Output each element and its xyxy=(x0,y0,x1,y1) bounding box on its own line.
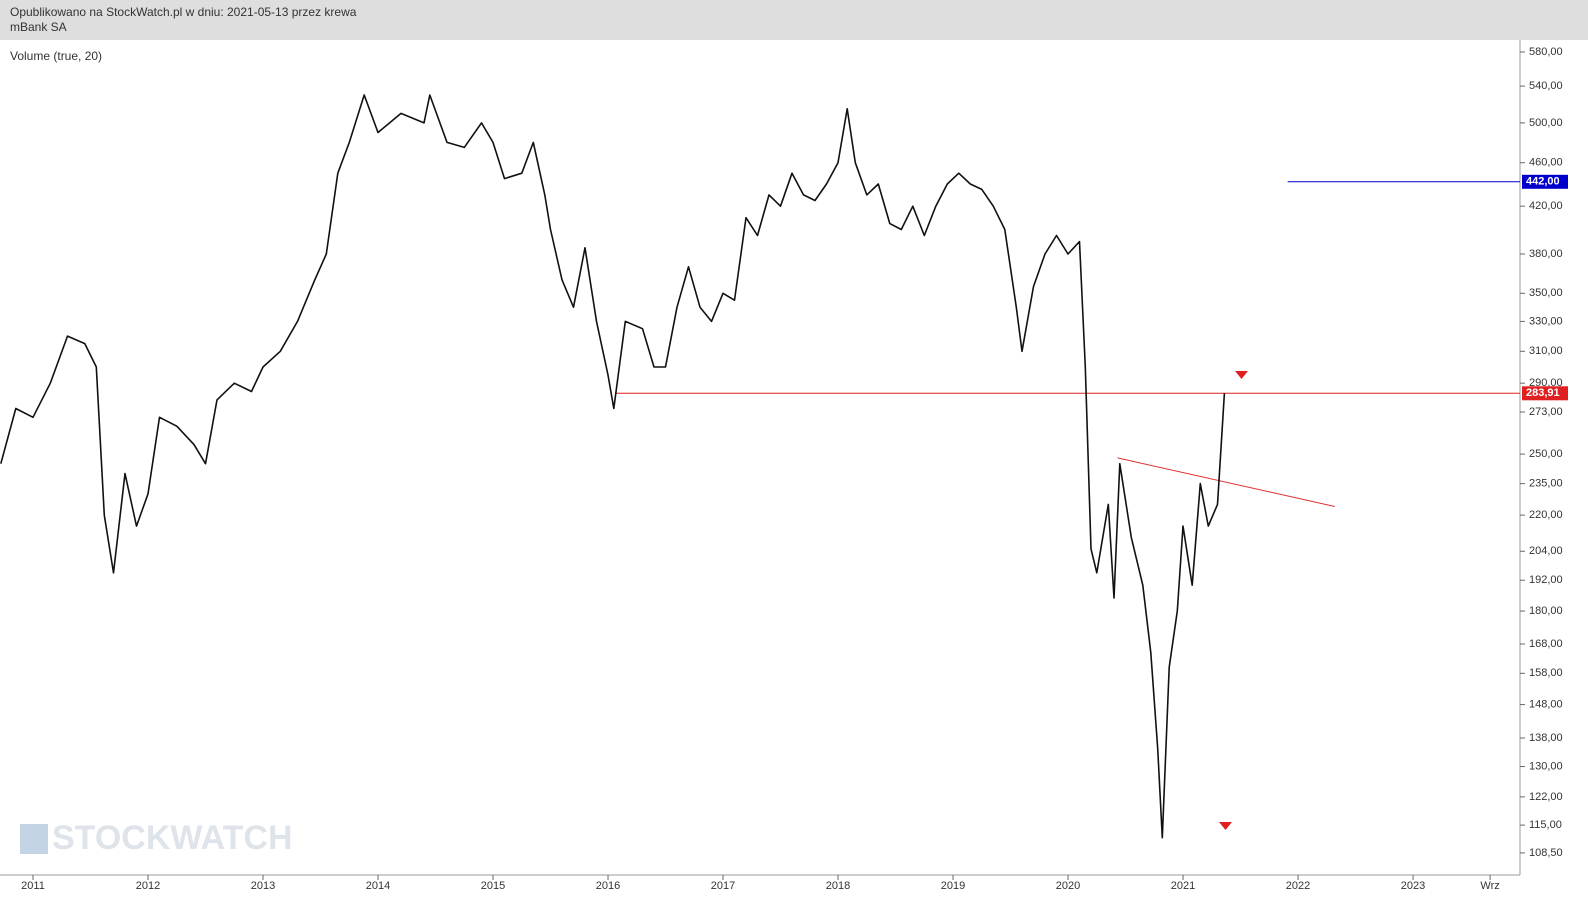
indicator-label: Volume (true, 20) xyxy=(10,49,102,63)
level-box xyxy=(1522,386,1568,401)
trendline xyxy=(1117,457,1335,508)
x-tick-label: 2022 xyxy=(1286,880,1310,892)
x-tick-label: 2018 xyxy=(826,880,850,892)
header-bar xyxy=(0,0,1588,40)
y-tick-label: 158,00 xyxy=(1529,667,1563,679)
header-line: mBank SA xyxy=(10,20,67,34)
y-tick-label: 350,00 xyxy=(1529,287,1563,299)
y-tick-label: 310,00 xyxy=(1529,345,1563,357)
x-tick-label: 2014 xyxy=(366,880,390,892)
y-tick-label: 115,00 xyxy=(1529,819,1562,831)
x-tick-label: 2013 xyxy=(251,880,275,892)
x-tick-label: 2020 xyxy=(1056,880,1080,892)
x-tick-label: 2012 xyxy=(136,880,160,892)
price-line xyxy=(0,94,1226,839)
y-tick-label: 235,00 xyxy=(1529,478,1563,490)
level-label: 442,00 xyxy=(1526,176,1560,188)
x-tick-label: 2016 xyxy=(596,880,620,892)
watermark-icon xyxy=(20,824,48,854)
y-tick-label: 250,00 xyxy=(1529,448,1563,460)
x-tick-label: 2023 xyxy=(1401,880,1425,892)
y-tick-label: 148,00 xyxy=(1529,698,1563,710)
y-tick-label: 130,00 xyxy=(1529,760,1563,772)
level-label: 283,91 xyxy=(1526,387,1560,399)
y-tick-label: 138,00 xyxy=(1529,732,1563,744)
y-tick-label: 500,00 xyxy=(1529,117,1563,129)
y-tick-label: 273,00 xyxy=(1529,406,1563,418)
y-tick-label: 420,00 xyxy=(1529,200,1563,212)
marker xyxy=(1235,371,1248,379)
x-tick-label: 2017 xyxy=(711,880,735,892)
y-tick-label: 168,00 xyxy=(1529,638,1563,650)
watermark: STOCKWATCH xyxy=(52,819,293,857)
y-tick-label: 108,50 xyxy=(1529,847,1563,859)
y-tick-label: 380,00 xyxy=(1529,248,1563,260)
y-tick-label: 204,00 xyxy=(1529,545,1563,557)
y-tick-label: 290,00 xyxy=(1529,377,1563,389)
header-line: Opublikowano na StockWatch.pl w dniu: 20… xyxy=(10,5,357,19)
marker xyxy=(1219,822,1232,830)
y-tick-label: 180,00 xyxy=(1529,605,1563,617)
y-tick-label: 122,00 xyxy=(1529,791,1563,803)
x-tick-label: Wrz xyxy=(1480,880,1499,892)
y-tick-label: 540,00 xyxy=(1529,80,1563,92)
y-tick-label: 460,00 xyxy=(1529,157,1563,169)
y-tick-label: 192,00 xyxy=(1529,574,1563,586)
x-tick-label: 2015 xyxy=(481,880,505,892)
x-tick-label: 2011 xyxy=(21,880,45,892)
x-tick-label: 2019 xyxy=(941,880,965,892)
y-tick-label: 330,00 xyxy=(1529,315,1563,327)
y-tick-label: 580,00 xyxy=(1529,46,1563,58)
level-box xyxy=(1522,174,1568,189)
x-tick-label: 2021 xyxy=(1171,880,1195,892)
y-tick-label: 220,00 xyxy=(1529,509,1563,521)
